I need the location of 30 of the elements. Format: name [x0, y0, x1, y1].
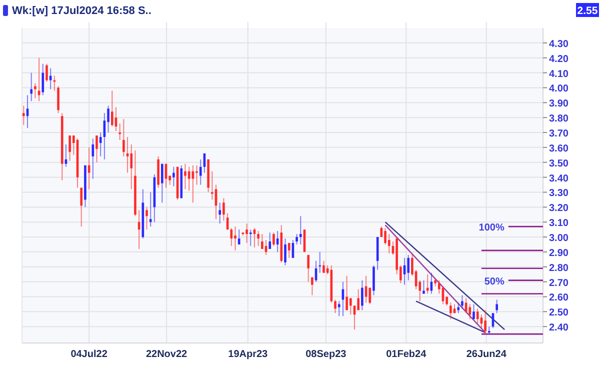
y-tick-label: 4.10 — [549, 68, 569, 80]
y-tick-label: 3.70 — [549, 128, 569, 140]
y-tick-label: 2.90 — [549, 248, 569, 259]
y-tick-label: 3.20 — [549, 203, 569, 214]
x-tick-label: 08Sep23 — [306, 349, 347, 360]
text: 2.55 — [577, 5, 598, 17]
x-tick-label: 22Nov22 — [146, 349, 188, 360]
y-tick-label: 3.40 — [549, 173, 569, 184]
x-tick-label: 01Feb24 — [386, 349, 427, 360]
x-tick-label: 19Apr23 — [228, 349, 268, 360]
y-tick-label: 4.30 — [549, 38, 569, 50]
y-tick-label: 3.30 — [549, 188, 569, 200]
x-tick-label: 04Jul22 — [70, 349, 108, 360]
series-label: 100% — [478, 222, 504, 234]
y-tick-label: 3.90 — [549, 98, 569, 110]
y-tick-label: 2.70 — [549, 278, 569, 289]
y-tick-label: 3.60 — [549, 143, 569, 154]
y-tick-label: 4.00 — [549, 84, 569, 95]
y-tick-label: 2.50 — [549, 308, 569, 319]
series-label: 50% — [484, 276, 504, 288]
chart-title: Wk:[w] 17Jul2024 16:58 S.. — [12, 5, 152, 17]
y-tick-label: 4.20 — [549, 54, 569, 65]
y-tick-label: 3.50 — [549, 158, 569, 170]
x-tick-label: 26Jun24 — [466, 349, 507, 360]
y-tick-label: 3.10 — [549, 218, 569, 230]
y-tick-label: 3.00 — [549, 233, 569, 244]
y-tick-label: 2.40 — [549, 322, 569, 334]
y-tick-label: 2.80 — [549, 262, 569, 274]
y-tick-label: 3.80 — [549, 114, 569, 125]
y-tick-label: 2.60 — [549, 292, 569, 304]
